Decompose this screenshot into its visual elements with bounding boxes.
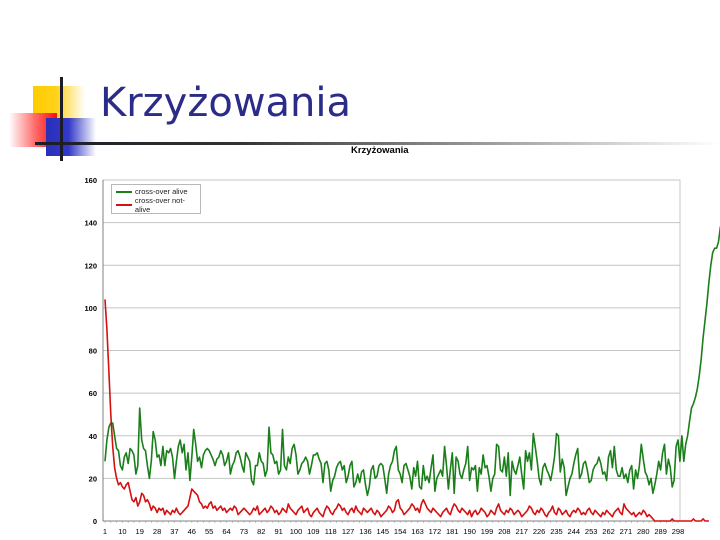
y-tick-label: 80 <box>89 347 97 356</box>
x-tick-label: 199 <box>481 527 494 536</box>
x-tick-label: 82 <box>257 527 265 536</box>
x-tick-label: 289 <box>654 527 667 536</box>
y-tick-label: 60 <box>89 389 97 398</box>
x-tick-label: 1 <box>103 527 107 536</box>
legend-item-alive: cross-over alive <box>112 185 200 198</box>
x-tick-label: 271 <box>620 527 633 536</box>
x-tick-label: 10 <box>118 527 126 536</box>
legend-label-alive: cross-over alive <box>135 187 188 196</box>
x-tick-label: 163 <box>411 527 424 536</box>
x-tick-label: 91 <box>274 527 282 536</box>
y-tick-label: 140 <box>84 219 97 228</box>
legend-swatch-alive <box>116 190 132 193</box>
y-tick-label: 120 <box>84 261 97 270</box>
series-line-alive <box>104 226 720 497</box>
x-tick-label: 280 <box>637 527 650 536</box>
x-tick-label: 64 <box>222 527 230 536</box>
x-tick-label: 127 <box>342 527 355 536</box>
x-tick-label: 73 <box>240 527 248 536</box>
x-tick-label: 181 <box>446 527 459 536</box>
x-tick-label: 109 <box>307 527 320 536</box>
y-tick-label: 0 <box>93 517 97 526</box>
x-tick-label: 118 <box>325 527 337 536</box>
x-tick-label: 226 <box>533 527 546 536</box>
slide-logo-decoration <box>0 0 110 170</box>
x-tick-label: 262 <box>602 527 615 536</box>
title-underline <box>35 142 720 145</box>
x-tick-label: 208 <box>498 527 511 536</box>
chart-title: Krzyżowania <box>351 145 409 156</box>
x-tick-label: 55 <box>205 527 213 536</box>
x-tick-label: 217 <box>515 527 528 536</box>
chart-legend: cross-over alive cross-over not-alive <box>111 184 201 214</box>
legend-swatch-not-alive <box>116 203 132 206</box>
x-tick-label: 244 <box>568 527 581 536</box>
y-tick-label: 40 <box>89 432 97 441</box>
x-tick-label: 136 <box>359 527 372 536</box>
x-tick-label: 28 <box>153 527 161 536</box>
blue-square-decoration <box>46 118 96 156</box>
x-tick-label: 190 <box>463 527 476 536</box>
x-tick-label: 253 <box>585 527 598 536</box>
x-tick-label: 19 <box>136 527 144 536</box>
x-tick-label: 235 <box>550 527 563 536</box>
x-tick-label: 46 <box>188 527 196 536</box>
legend-item-not-alive: cross-over not-alive <box>112 195 200 214</box>
x-tick-label: 37 <box>170 527 178 536</box>
y-tick-label: 160 <box>84 176 97 185</box>
x-tick-label: 100 <box>290 527 303 536</box>
slide-title: Krzyżowania <box>100 80 352 126</box>
legend-label-not-alive: cross-over not-alive <box>134 195 185 214</box>
series-line-not-alive <box>104 299 709 522</box>
x-tick-label: 154 <box>394 527 407 536</box>
x-tick-label: 298 <box>672 527 685 536</box>
y-tick-label: 100 <box>84 304 97 313</box>
y-tick-label: 20 <box>89 474 97 483</box>
vertical-rule-decoration <box>60 77 63 161</box>
x-tick-label: 172 <box>429 527 442 536</box>
x-tick-label: 145 <box>377 527 390 536</box>
